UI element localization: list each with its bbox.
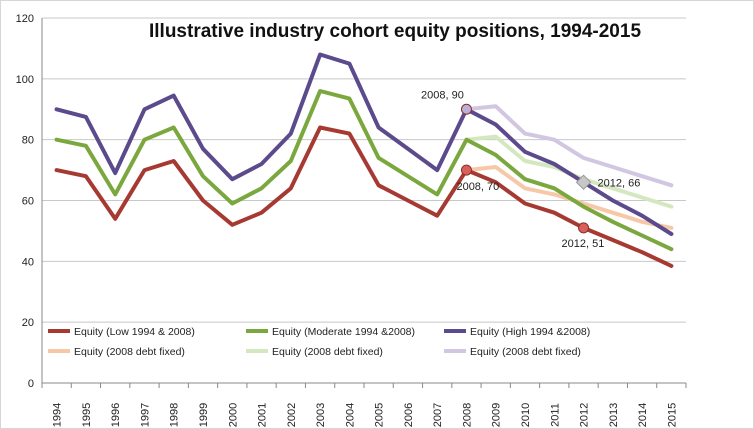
x-tick-label: 2011 xyxy=(549,403,561,427)
annotation-marker xyxy=(575,174,592,191)
x-tick-label: 2006 xyxy=(403,403,415,427)
annotation-label: 2008, 70 xyxy=(456,181,499,193)
x-tick-label: 2002 xyxy=(286,403,298,427)
annotation-label: 2012, 66 xyxy=(598,177,641,189)
x-tick-label: 2004 xyxy=(344,403,356,427)
x-tick-label: 1996 xyxy=(110,403,122,427)
x-tick-label: 2003 xyxy=(315,403,327,427)
y-tick-label: 120 xyxy=(16,13,34,25)
x-tick-label: 2009 xyxy=(491,403,503,427)
y-tick-label: 60 xyxy=(22,196,34,208)
x-tick-label: 2000 xyxy=(227,403,239,427)
y-tick-label: 0 xyxy=(28,378,34,390)
x-tick-label: 2007 xyxy=(432,403,444,427)
x-tick-label: 1995 xyxy=(81,403,93,427)
series-line-6 xyxy=(464,104,674,188)
legend-label: Equity (2008 debt fixed) xyxy=(470,346,581,358)
y-tick-label: 40 xyxy=(22,256,34,268)
annotation-label: 2012, 51 xyxy=(562,238,605,250)
legend-label: Equity (Moderate 1994 &2008) xyxy=(272,326,415,338)
series-line-1 xyxy=(54,125,674,268)
x-tick-label: 2012 xyxy=(579,403,591,427)
annotation-label: 2008, 90 xyxy=(421,89,464,101)
x-tick-label: 2013 xyxy=(608,403,620,427)
x-tick-label: 2014 xyxy=(637,403,649,427)
legend: Equity (Low 1994 & 2008) Equity (Moderate… xyxy=(48,326,590,358)
y-tick-label: 100 xyxy=(16,74,34,86)
annotations: 2008, 90 2008, 70 2012, 66 2012, 51 xyxy=(421,89,640,250)
x-tick-label: 2008 xyxy=(461,403,473,427)
x-tick-label: 1994 xyxy=(52,403,64,427)
axes: 0 20 40 60 80 100 120 1994 1995 1996 1997 1998 1999 2… xyxy=(16,13,687,427)
annotation-marker xyxy=(460,103,472,115)
series-line-2 xyxy=(54,89,674,252)
x-tick-label: 2005 xyxy=(374,403,386,427)
legend-label: Equity (High 1994 &2008) xyxy=(470,326,590,338)
series-lines xyxy=(54,52,674,268)
legend-label: Equity (Low 1994 & 2008) xyxy=(74,326,195,338)
chart-title: Illustrative industry cohort equity posi… xyxy=(149,21,641,42)
series-line-3 xyxy=(54,52,674,236)
y-tick-label: 20 xyxy=(22,317,34,329)
x-tick-label: 2015 xyxy=(666,403,678,427)
x-tick-label: 2010 xyxy=(520,403,532,427)
legend-label: Equity (2008 debt fixed) xyxy=(272,346,383,358)
annotation-marker xyxy=(460,164,472,176)
x-tick-label: 1998 xyxy=(169,403,181,427)
x-tick-label: 1999 xyxy=(198,403,210,427)
x-tick-label: 1997 xyxy=(139,403,151,427)
legend-label: Equity (2008 debt fixed) xyxy=(74,346,185,358)
y-tick-label: 80 xyxy=(22,135,34,147)
x-tick-label: 2001 xyxy=(257,403,269,427)
annotation-marker xyxy=(578,222,590,234)
